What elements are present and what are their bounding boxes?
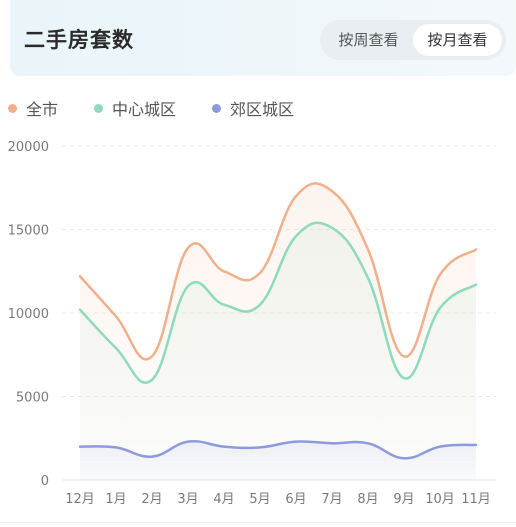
x-tick-label: 7月 bbox=[321, 492, 342, 507]
line-chart: 0 5000 10000 15000 20000 12月 1月 2月 3月 4月 5月 6月 7月 8月… bbox=[8, 140, 496, 507]
view-toggle: 按周查看 按月查看 bbox=[320, 20, 506, 60]
series-line-suburb bbox=[78, 439, 478, 460]
x-tick-label: 8月 bbox=[357, 492, 378, 507]
tab-monthly[interactable]: 按月查看 bbox=[413, 24, 502, 56]
header-panel: 二手房套数 按周查看 按月查看 bbox=[10, 0, 516, 76]
legend-item-all-city[interactable]: 全市 bbox=[8, 96, 58, 120]
tab-weekly[interactable]: 按周查看 bbox=[338, 31, 399, 49]
y-tick-label: 10000 bbox=[8, 307, 49, 322]
legend-item-center[interactable]: 中心城区 bbox=[94, 96, 176, 120]
y-tick-label: 15000 bbox=[8, 224, 49, 239]
x-tick-label: 5月 bbox=[249, 492, 270, 507]
series-line-center bbox=[78, 221, 478, 384]
legend-dot-suburb bbox=[212, 103, 222, 113]
y-tick-label: 0 bbox=[41, 474, 49, 489]
x-tick-label: 12月 bbox=[65, 492, 95, 507]
y-tick-label: 20000 bbox=[8, 140, 49, 155]
legend-item-suburb[interactable]: 郊区城区 bbox=[212, 96, 294, 120]
x-axis-labels: 12月 1月 2月 3月 4月 5月 6月 7月 8月 9月 10月 11月 bbox=[65, 492, 491, 507]
x-tick-label: 1月 bbox=[105, 492, 126, 507]
page-title: 二手房套数 bbox=[24, 28, 134, 52]
x-tick-label: 4月 bbox=[213, 492, 234, 507]
legend-label-center: 中心城区 bbox=[112, 100, 177, 119]
series-lines bbox=[78, 182, 478, 460]
area-fills bbox=[80, 183, 476, 480]
legend-dot-center bbox=[94, 103, 104, 113]
y-tick-label: 5000 bbox=[16, 391, 49, 406]
legend-label-all-city: 全市 bbox=[26, 100, 59, 119]
legend-label-suburb: 郊区城区 bbox=[230, 100, 295, 119]
legend-dot-all-city bbox=[8, 103, 17, 113]
x-tick-label: 11月 bbox=[461, 492, 491, 507]
series-line-all-city bbox=[78, 182, 478, 361]
area-suburb bbox=[80, 441, 476, 480]
area-center bbox=[80, 222, 476, 480]
chart-legend: 全市 中心城区 郊区城区 bbox=[8, 96, 330, 120]
bottom-divider bbox=[0, 522, 516, 523]
x-tick-label: 10月 bbox=[425, 492, 455, 507]
x-tick-label: 9月 bbox=[393, 492, 414, 507]
x-tick-label: 6月 bbox=[285, 492, 306, 507]
y-axis-labels: 0 5000 10000 15000 20000 bbox=[8, 140, 49, 489]
x-tick-label: 2月 bbox=[141, 492, 162, 507]
x-tick-label: 3月 bbox=[177, 492, 198, 507]
